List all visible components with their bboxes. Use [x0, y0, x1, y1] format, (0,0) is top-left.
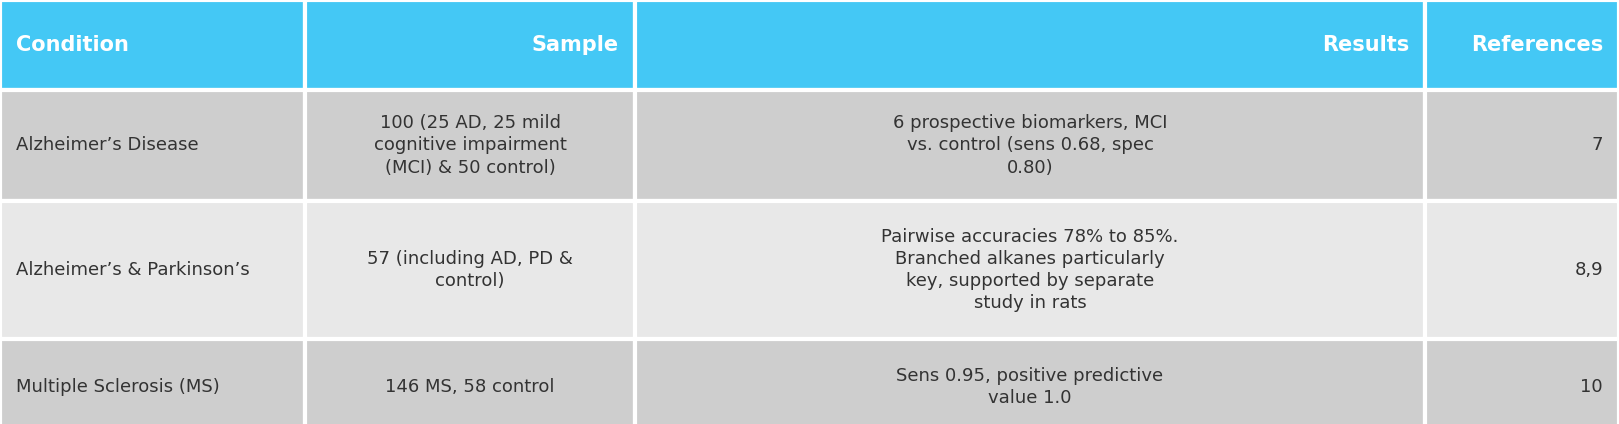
Bar — [1425, 201, 1619, 339]
Bar — [635, 0, 1425, 90]
Text: 6 prospective biomarkers, MCI
vs. control (sens 0.68, spec
0.80): 6 prospective biomarkers, MCI vs. contro… — [892, 114, 1167, 177]
Text: Pairwise accuracies 78% to 85%.
Branched alkanes particularly
key, supported by : Pairwise accuracies 78% to 85%. Branched… — [881, 228, 1179, 312]
Bar — [1425, 0, 1619, 90]
Text: Condition: Condition — [16, 35, 130, 55]
Bar — [635, 90, 1425, 201]
Text: Alzheimer’s Disease: Alzheimer’s Disease — [16, 137, 199, 154]
Bar — [635, 201, 1425, 339]
Text: 100 (25 AD, 25 mild
cognitive impairment
(MCI) & 50 control): 100 (25 AD, 25 mild cognitive impairment… — [374, 114, 567, 177]
Bar — [304, 0, 635, 90]
Text: References: References — [1470, 35, 1603, 55]
Text: Results: Results — [1321, 35, 1409, 55]
Text: 7: 7 — [1591, 137, 1603, 154]
Text: 146 MS, 58 control: 146 MS, 58 control — [385, 378, 555, 396]
Bar — [304, 339, 635, 424]
Text: 10: 10 — [1580, 378, 1603, 396]
Bar — [1425, 339, 1619, 424]
Bar — [635, 339, 1425, 424]
Bar — [1425, 90, 1619, 201]
Text: Alzheimer’s & Parkinson’s: Alzheimer’s & Parkinson’s — [16, 261, 249, 279]
Text: 8,9: 8,9 — [1574, 261, 1603, 279]
Text: Sens 0.95, positive predictive
value 1.0: Sens 0.95, positive predictive value 1.0 — [897, 367, 1164, 407]
Bar — [0, 0, 304, 90]
Text: Sample: Sample — [533, 35, 618, 55]
Bar — [304, 90, 635, 201]
Bar — [304, 201, 635, 339]
Bar — [0, 339, 304, 424]
Text: 57 (including AD, PD &
control): 57 (including AD, PD & control) — [368, 250, 573, 290]
Bar — [0, 90, 304, 201]
Text: Multiple Sclerosis (MS): Multiple Sclerosis (MS) — [16, 378, 220, 396]
Bar — [0, 201, 304, 339]
